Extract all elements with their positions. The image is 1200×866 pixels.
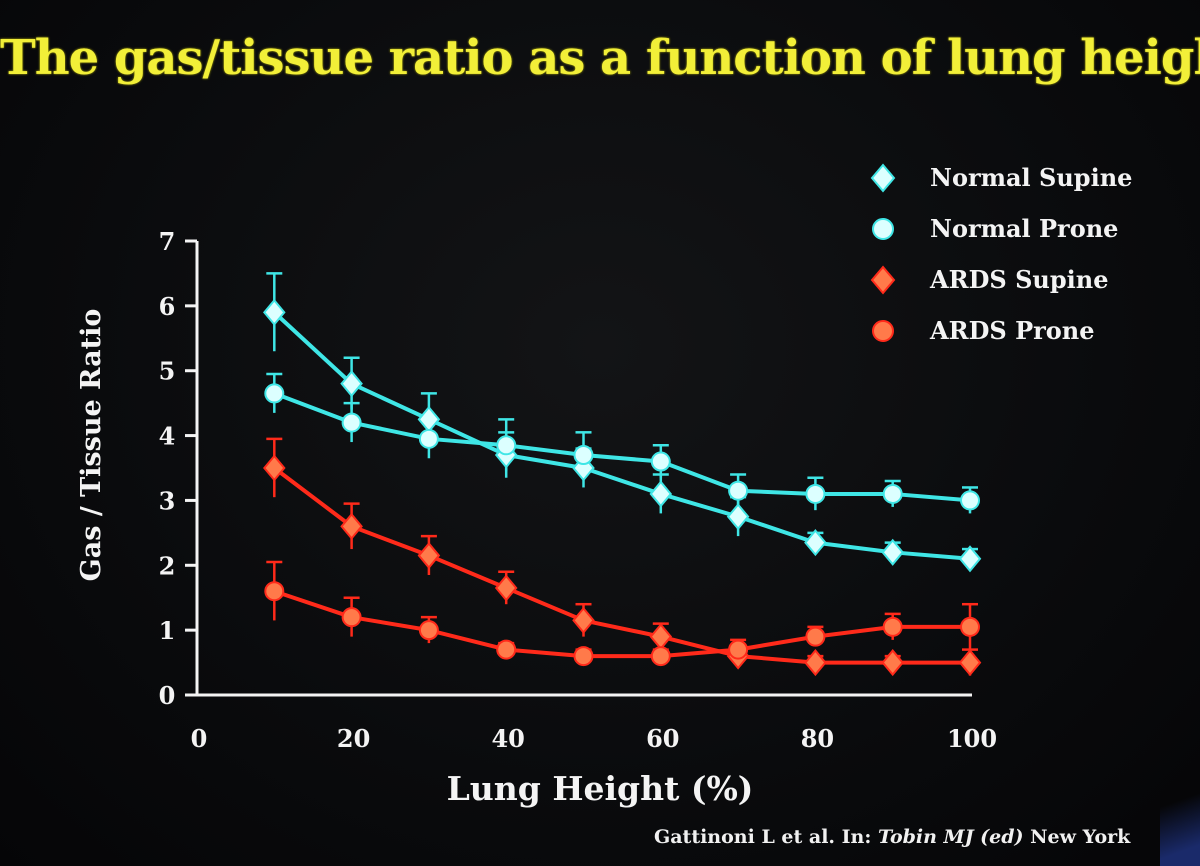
diamond-marker xyxy=(262,298,286,326)
diamond-icon xyxy=(858,264,908,295)
circle-marker xyxy=(341,607,362,628)
diamond-marker xyxy=(958,545,982,573)
diamond-marker xyxy=(649,480,673,508)
circle-marker xyxy=(882,616,903,637)
y-tick-label: 3 xyxy=(159,486,176,515)
citation: Gattinoni L et al. In: Tobin MJ (ed) New… xyxy=(654,826,1130,848)
diamond-marker xyxy=(804,649,827,677)
diamond-marker xyxy=(726,503,750,531)
diamond-marker xyxy=(494,574,518,602)
circle-marker xyxy=(805,626,826,647)
y-tick-label: 7 xyxy=(159,227,176,256)
circle-marker xyxy=(264,581,285,602)
x-tick-label: 80 xyxy=(801,724,834,753)
chart-axes: 0 1 2 3 4 5 6 7 0 20 40 60 80 100 xyxy=(159,227,997,753)
circle-marker xyxy=(418,620,439,641)
x-tick-label: 20 xyxy=(337,724,370,753)
circle-marker xyxy=(650,451,671,472)
y-tick-label: 0 xyxy=(159,681,176,710)
diamond-marker xyxy=(881,649,905,677)
circle-marker xyxy=(960,616,980,637)
series-lines xyxy=(272,310,971,665)
x-tick-label: 0 xyxy=(191,724,208,753)
diamond-marker xyxy=(958,649,982,677)
y-tick-label: 6 xyxy=(159,292,176,321)
diamond-marker xyxy=(262,454,286,482)
x-axis-label: Lung Height (%) xyxy=(447,769,754,808)
circle-marker xyxy=(418,428,439,449)
circle-icon xyxy=(858,216,908,242)
circle-marker xyxy=(341,412,362,433)
series-line-0 xyxy=(272,310,971,561)
circle-marker xyxy=(805,483,826,504)
diamond-marker xyxy=(417,541,441,570)
chart-legend: Normal Supine Normal Prone ARDS Supine A… xyxy=(858,152,1132,356)
circle-marker xyxy=(573,445,594,466)
diamond-marker xyxy=(881,538,905,566)
y-tick-label: 1 xyxy=(159,616,176,645)
diamond-marker xyxy=(572,606,595,634)
circle-marker xyxy=(264,383,285,404)
circle-marker xyxy=(573,646,594,667)
legend-item-ards-supine: ARDS Supine xyxy=(858,254,1132,305)
legend-label: Normal Prone xyxy=(930,214,1119,243)
x-tick-label: 100 xyxy=(947,724,997,753)
legend-label: ARDS Supine xyxy=(930,265,1109,294)
citation-prefix: Gattinoni L et al. In: xyxy=(654,826,878,848)
series-line-3 xyxy=(273,589,970,659)
legend-label: Normal Supine xyxy=(930,163,1133,192)
diamond-marker xyxy=(649,623,673,651)
x-tick-label: 60 xyxy=(646,724,679,753)
legend-label: ARDS Prone xyxy=(930,316,1095,345)
slide-title: The gas/tissue ratio as a function of lu… xyxy=(0,30,1200,86)
series-line-1 xyxy=(273,391,971,503)
circle-marker xyxy=(728,639,749,660)
diamond-marker xyxy=(340,370,363,398)
diamond-icon xyxy=(858,162,908,193)
y-tick-label: 2 xyxy=(159,551,176,580)
circle-icon xyxy=(858,318,908,344)
series-line-2 xyxy=(273,466,970,665)
circle-marker xyxy=(496,639,517,660)
series-markers xyxy=(262,298,982,677)
citation-italic: Tobin MJ (ed) xyxy=(877,826,1024,848)
y-axis-label: Gas / Tissue Ratio xyxy=(76,309,107,582)
diamond-marker xyxy=(417,405,441,433)
circle-marker xyxy=(960,490,980,511)
circle-marker xyxy=(728,480,749,501)
corner-decoration xyxy=(1160,776,1200,866)
diamond-marker xyxy=(804,529,827,557)
y-tick-label: 4 xyxy=(159,422,176,451)
citation-suffix: New York xyxy=(1023,826,1131,848)
legend-item-ards-prone: ARDS Prone xyxy=(858,305,1132,356)
diamond-marker xyxy=(340,512,363,540)
legend-item-normal-prone: Normal Prone xyxy=(858,203,1132,254)
legend-item-normal-supine: Normal Supine xyxy=(858,152,1132,203)
y-tick-label: 5 xyxy=(159,357,176,386)
circle-marker xyxy=(882,483,903,504)
circle-marker xyxy=(496,435,517,456)
x-tick-label: 40 xyxy=(491,724,524,753)
circle-marker xyxy=(650,646,671,667)
